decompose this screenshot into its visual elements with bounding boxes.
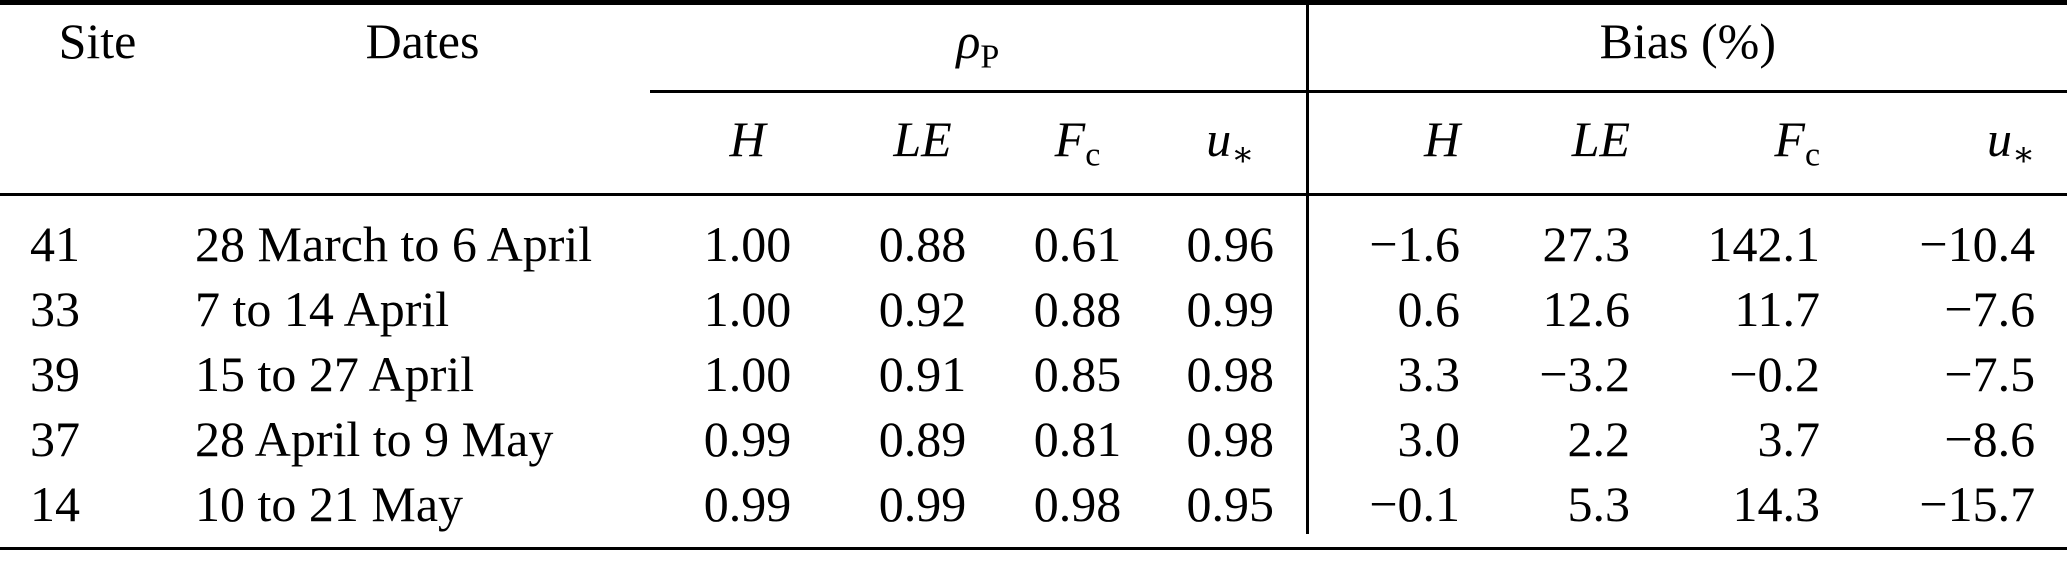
table-row: 33 7 to 14 April 1.00 0.92 0.88 0.99 0.6… — [0, 274, 2067, 339]
bias-ustar-header: u∗ — [1852, 91, 2067, 196]
bias-group-label: Bias (%) — [1599, 13, 1776, 69]
rho-h-cell: 1.00 — [703, 216, 792, 272]
rho-ustar-header: u∗ — [1155, 91, 1308, 196]
site-cell: 14 — [30, 476, 80, 532]
rho-le-cell: 0.99 — [878, 476, 967, 532]
rho-group-header: ρP — [650, 5, 1308, 93]
rho-ustar-cell: 0.98 — [1186, 346, 1275, 402]
rho-le-cell: 0.91 — [878, 346, 967, 402]
dates-cell: 15 to 27 April — [195, 346, 475, 402]
fc-label: F — [1774, 110, 1805, 167]
bias-fc-cell: 3.7 — [1757, 411, 1821, 467]
rho-symbol: ρ — [956, 13, 981, 69]
bias-ustar-cell: −15.7 — [1919, 476, 2036, 532]
statistics-table-container: Site Dates ρP Bias (%) H LE Fc u∗ H LE F… — [0, 0, 2067, 550]
ustar-label: u — [1986, 110, 2012, 167]
bias-h-cell: −0.1 — [1305, 469, 1493, 534]
fc-sub: c — [1804, 136, 1821, 174]
site-cell: 39 — [30, 346, 80, 402]
bias-h-cell: −1.6 — [1305, 194, 1493, 274]
table-row: 39 15 to 27 April 1.00 0.91 0.85 0.98 3.… — [0, 339, 2067, 404]
bias-fc-cell: 14.3 — [1732, 476, 1821, 532]
bias-le-cell: 12.6 — [1542, 281, 1631, 337]
h-label: H — [729, 110, 766, 167]
dates-cell: 28 March to 6 April — [195, 216, 593, 272]
bias-group-header: Bias (%) — [1305, 5, 2067, 93]
bias-ustar-cell: −8.6 — [1944, 411, 2036, 467]
rho-h-header: H — [650, 91, 845, 196]
bias-h-cell: 3.0 — [1305, 404, 1493, 469]
site-header-label: Site — [58, 13, 137, 69]
rho-fc-cell: 0.88 — [1033, 281, 1122, 337]
rho-le-header: LE — [845, 91, 1000, 196]
table-row: 37 28 April to 9 May 0.99 0.89 0.81 0.98… — [0, 404, 2067, 469]
subheader-row: H LE Fc u∗ H LE Fc u∗ — [0, 91, 2067, 196]
rho-ustar-cell: 0.96 — [1186, 216, 1275, 272]
ustar-label: u — [1206, 110, 1232, 167]
bias-fc-header: Fc — [1662, 91, 1853, 196]
group-header-row: Site Dates ρP Bias (%) — [0, 5, 2067, 196]
bias-ustar-cell: −7.6 — [1944, 281, 2036, 337]
rho-h-cell: 0.99 — [703, 411, 792, 467]
rho-h-cell: 1.00 — [703, 281, 792, 337]
site-cell: 33 — [30, 281, 80, 337]
dates-cell: 7 to 14 April — [195, 281, 450, 337]
rho-fc-cell: 0.85 — [1033, 346, 1122, 402]
rho-ustar-cell: 0.99 — [1186, 281, 1275, 337]
bias-ustar-cell: −7.5 — [1944, 346, 2036, 402]
col-header-dates: Dates — [165, 5, 650, 196]
site-cell: 41 — [30, 216, 80, 272]
bias-h-cell: 0.6 — [1305, 274, 1493, 339]
rho-fc-cell: 0.81 — [1033, 411, 1122, 467]
rho-le-cell: 0.89 — [878, 411, 967, 467]
bias-fc-cell: 11.7 — [1734, 281, 1821, 337]
bias-fc-cell: 142.1 — [1707, 216, 1821, 272]
ustar-sub: ∗ — [1231, 136, 1255, 174]
le-label: LE — [1571, 110, 1631, 167]
dates-cell: 10 to 21 May — [195, 476, 464, 532]
bias-le-cell: −3.2 — [1539, 346, 1631, 402]
rho-fc-cell: 0.61 — [1033, 216, 1122, 272]
bias-le-cell: 2.2 — [1567, 411, 1631, 467]
bias-fc-cell: −0.2 — [1729, 346, 1821, 402]
bias-ustar-cell: −10.4 — [1919, 216, 2036, 272]
ustar-sub: ∗ — [2011, 136, 2036, 174]
col-header-site: Site — [0, 5, 165, 196]
h-label: H — [1423, 110, 1461, 167]
table-row: 41 28 March to 6 April 1.00 0.88 0.61 0.… — [0, 194, 2067, 274]
bias-le-cell: 27.3 — [1542, 216, 1631, 272]
fc-sub: c — [1085, 136, 1101, 174]
rho-subscript: P — [980, 38, 1000, 76]
dates-header-label: Dates — [365, 13, 480, 69]
rho-fc-cell: 0.98 — [1033, 476, 1122, 532]
bias-h-header: H — [1305, 91, 1493, 196]
site-cell: 37 — [30, 411, 80, 467]
bias-h-cell: 3.3 — [1305, 339, 1493, 404]
le-label: LE — [893, 110, 952, 167]
rho-ustar-cell: 0.98 — [1186, 411, 1275, 467]
table-row: 14 10 to 21 May 0.99 0.99 0.98 0.95 −0.1… — [0, 469, 2067, 534]
rho-le-cell: 0.88 — [878, 216, 967, 272]
rho-h-cell: 1.00 — [703, 346, 792, 402]
bias-le-cell: 5.3 — [1567, 476, 1631, 532]
bias-le-header: LE — [1492, 91, 1663, 196]
rho-h-cell: 0.99 — [703, 476, 792, 532]
flux-statistics-table: Site Dates ρP Bias (%) H LE Fc u∗ H LE F… — [0, 5, 2067, 534]
rho-le-cell: 0.92 — [878, 281, 967, 337]
fc-label: F — [1054, 110, 1086, 167]
rho-ustar-cell: 0.95 — [1186, 476, 1275, 532]
dates-cell: 28 April to 9 May — [195, 411, 554, 467]
rho-fc-header: Fc — [1000, 91, 1155, 196]
